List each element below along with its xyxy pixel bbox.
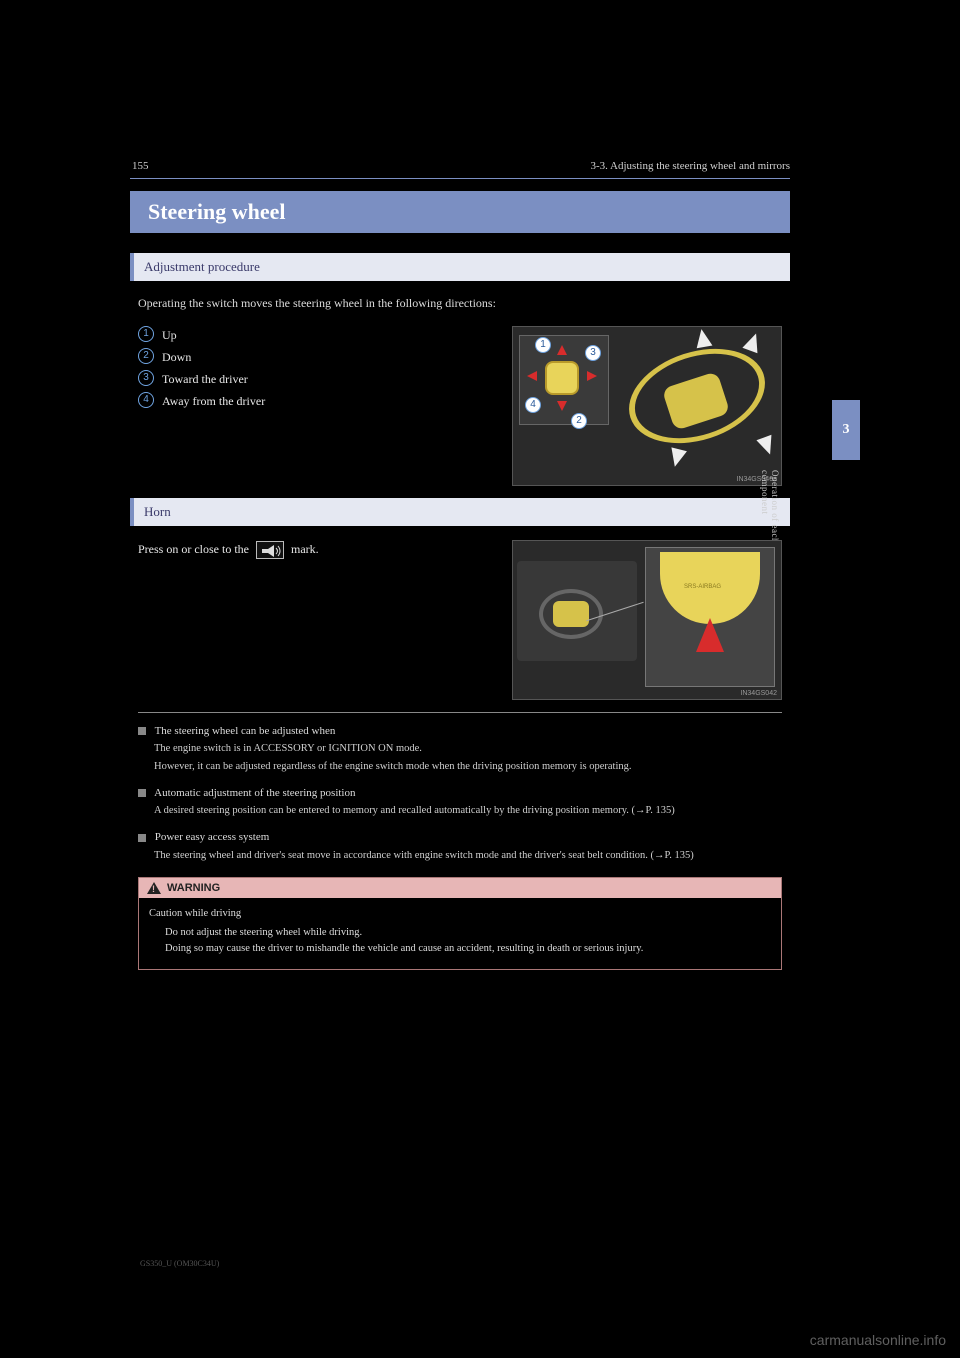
list-item: 1 Up: [138, 326, 500, 345]
horn-icon: [256, 541, 284, 559]
page-title: Steering wheel: [130, 191, 790, 233]
horn-text-before: Press on or close to the: [138, 542, 249, 556]
horn-row: Press on or close to the mark. SRS-AIRBA…: [138, 540, 782, 700]
header-rule: [130, 178, 790, 179]
horn-diagram: SRS-AIRBAG IN34GS042: [512, 540, 782, 700]
list-text: Toward the driver: [162, 370, 248, 389]
info-heading: Automatic adjustment of the steering pos…: [154, 787, 355, 799]
list-item: 4 Away from the driver: [138, 392, 500, 411]
adjustment-list: 1 Up 2 Down 3 Toward the driver 4 Away f…: [138, 326, 500, 486]
info-body: However, it can be adjusted regardless o…: [154, 759, 782, 775]
info-heading: The steering wheel can be adjusted when: [155, 725, 336, 737]
bullet-icon: [138, 834, 146, 842]
list-text: Away from the driver: [162, 392, 265, 411]
footer-code: GS350_U (OM30C34U): [140, 1259, 219, 1268]
callout-icon: 1: [535, 337, 551, 353]
watermark: carmanualsonline.info: [810, 1332, 946, 1348]
list-number-icon: 3: [138, 370, 154, 386]
chapter-number: 3: [843, 422, 850, 438]
info-body: The engine switch is in ACCESSORY or IGN…: [154, 741, 782, 757]
warning-item-heading: Caution while driving: [149, 908, 241, 919]
bullet-icon: [138, 727, 146, 735]
list-text: Down: [162, 348, 191, 367]
info-divider: [138, 712, 782, 713]
adjustment-diagram: 1 3 4 2 IN34GS040a: [512, 326, 782, 486]
info-body: The steering wheel and driver's seat mov…: [154, 848, 782, 864]
bullet-icon: [138, 789, 146, 797]
airbag-label: SRS-AIRBAG: [684, 584, 721, 590]
info-item: Automatic adjustment of the steering pos…: [138, 785, 782, 819]
info-item: The steering wheel can be adjusted when …: [138, 723, 782, 775]
info-item: Power easy access system The steering wh…: [138, 829, 782, 863]
section-adjustment-heading: Adjustment procedure: [130, 253, 790, 281]
adjustment-intro: Operating the switch moves the steering …: [138, 295, 782, 312]
callout-icon: 2: [571, 413, 587, 429]
callout-icon: 4: [525, 397, 541, 413]
list-number-icon: 4: [138, 392, 154, 408]
horn-text: Press on or close to the mark.: [138, 540, 500, 700]
image-id: IN34GS042: [740, 690, 777, 697]
info-body: A desired steering position can be enter…: [154, 803, 782, 819]
adjustment-row: 1 Up 2 Down 3 Toward the driver 4 Away f…: [138, 326, 782, 486]
warning-label: WARNING: [167, 882, 220, 894]
page-header: 155 3-3. Adjusting the steering wheel an…: [130, 160, 790, 172]
list-number-icon: 2: [138, 348, 154, 364]
warning-triangle-icon: [147, 882, 161, 894]
warning-body: Caution while driving Do not adjust the …: [139, 898, 781, 968]
warning-box: WARNING Caution while driving Do not adj…: [138, 877, 782, 969]
info-heading: Power easy access system: [155, 831, 270, 843]
warning-item-body: Do not adjust the steering wheel while d…: [165, 925, 771, 957]
list-item: 2 Down: [138, 348, 500, 367]
list-text: Up: [162, 326, 177, 345]
warning-header: WARNING: [139, 878, 781, 898]
header-section: 3-3. Adjusting the steering wheel and mi…: [591, 160, 791, 172]
horn-text-after: mark.: [291, 542, 319, 556]
chapter-tab: 3: [832, 400, 860, 460]
header-page-number: 155: [132, 160, 149, 172]
page-container: 155 3-3. Adjusting the steering wheel an…: [130, 160, 790, 970]
section-horn-heading: Horn: [130, 498, 790, 526]
callout-icon: 3: [585, 345, 601, 361]
list-item: 3 Toward the driver: [138, 370, 500, 389]
list-number-icon: 1: [138, 326, 154, 342]
